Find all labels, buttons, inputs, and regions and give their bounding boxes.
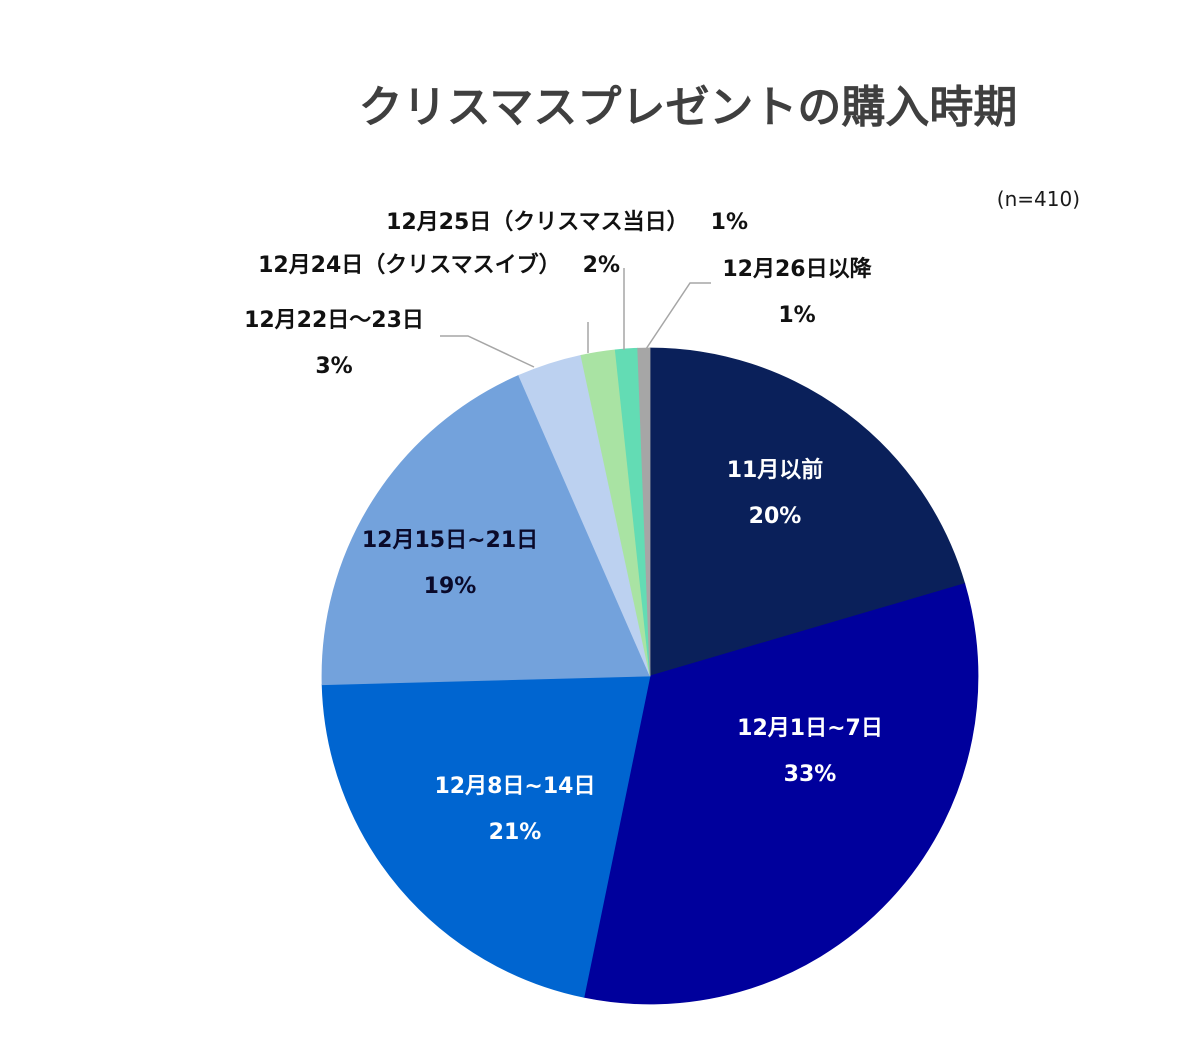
slice-1-category-label: 11月以前	[727, 457, 824, 483]
slice-5-value-label: 3%	[315, 354, 352, 379]
slice-3-category-label: 12月8日~14日	[435, 774, 596, 799]
slice-8-category-label: 12月26日以降	[722, 257, 872, 282]
slice-labels: 11月以前 20% 12月1日~7日 33% 12月8日~14日 21% 12月15日~21…	[244, 210, 883, 845]
slice-5-leader-line	[440, 335, 535, 368]
slice-7-value-label: 1%	[711, 210, 748, 235]
slice-3-value-label: 21%	[489, 820, 542, 845]
slice-3	[321, 675, 651, 998]
slice-7-label: 12月25日（クリスマス当日） 1%	[386, 210, 748, 235]
slice-1-value-label: 20%	[749, 504, 802, 529]
leader-lines	[440, 268, 711, 368]
slice-8-leader-line	[645, 282, 711, 350]
slice-6-value-label: 2%	[583, 253, 620, 278]
slice-4-value-label: 19%	[424, 574, 477, 599]
pie-slices	[321, 347, 979, 1005]
slice-5-category-label: 12月22日～23日	[244, 308, 424, 333]
slice-1	[649, 347, 966, 677]
slice-6-label: 12月24日（クリスマスイブ） 2%	[258, 252, 620, 278]
slice-8-value-label: 1%	[778, 303, 815, 328]
slice-4	[321, 374, 651, 686]
sample-size-note: (n=410)	[997, 187, 1080, 211]
slice-8	[637, 347, 651, 677]
slice-2-value-label: 33%	[784, 762, 837, 787]
slice-7-category-label: 12月25日（クリスマス当日）	[386, 210, 711, 235]
chart-title: クリスマスプレゼントの購入時期	[359, 82, 1018, 133]
slice-2	[583, 583, 979, 1005]
slice-2-category-label: 12月1日~7日	[737, 716, 883, 741]
slice-4-category-label: 12月15日~21日	[362, 528, 538, 553]
slice-6-category-label: 12月24日（クリスマスイブ）	[258, 252, 583, 278]
